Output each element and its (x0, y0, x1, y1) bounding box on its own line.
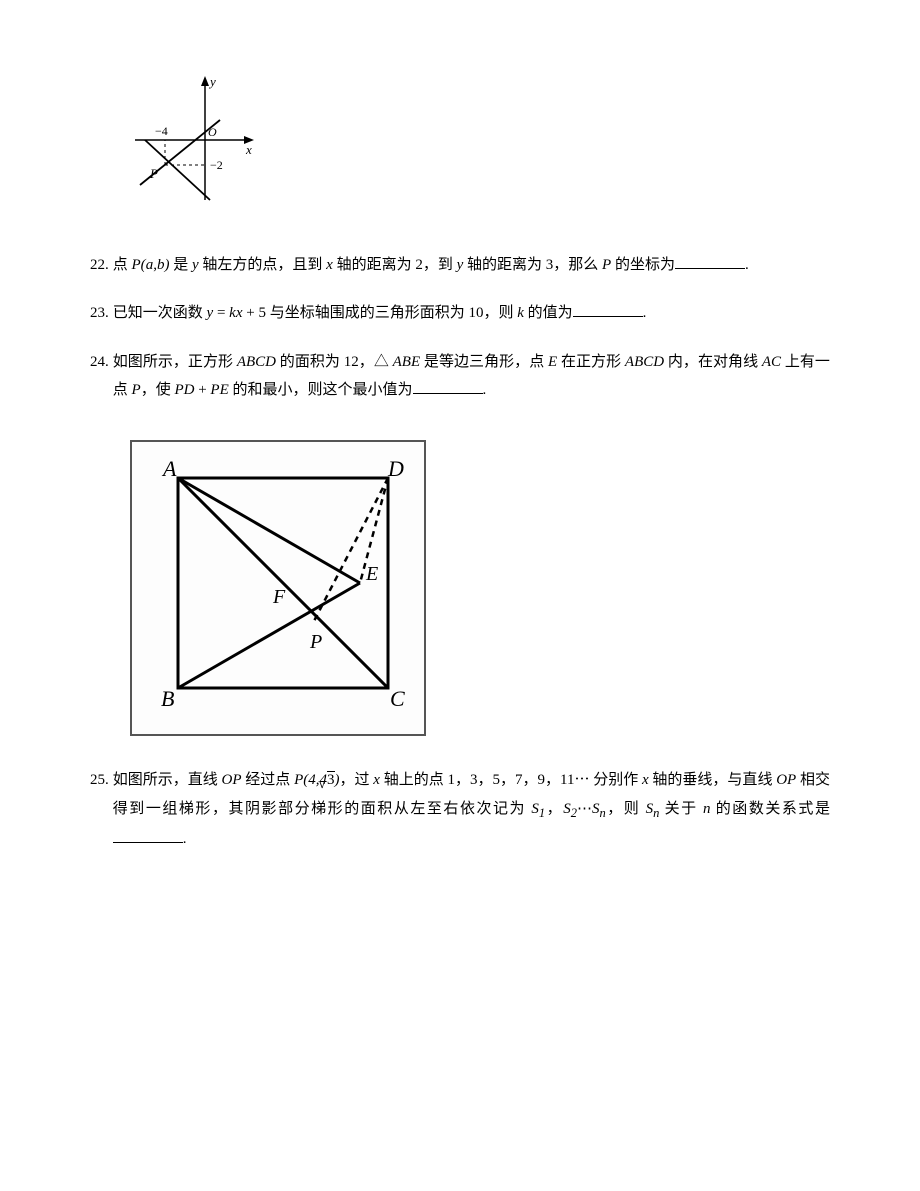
coord-graph: y x O −4 −2 P (110, 70, 260, 210)
blank-23 (573, 302, 643, 317)
blank-22 (675, 254, 745, 269)
problem-24-num: 24. (90, 348, 109, 405)
problem-25: 25. 如图所示，直线 OP 经过点 P(4,43√)，过 x 轴上的点 1，3… (90, 766, 830, 854)
blank-24 (413, 379, 483, 394)
problem-22: 22. 点 P(a,b) 是 y 轴左方的点，且到 x 轴的距离为 2，到 y … (90, 251, 830, 280)
problem-22-num: 22. (90, 251, 109, 280)
label-A: A (161, 456, 177, 481)
y-axis-label: y (208, 74, 216, 89)
problem-24: 24. 如图所示，正方形 ABCD 的面积为 12，△ ABE 是等边三角形，点… (90, 348, 830, 405)
blank-25 (113, 828, 183, 843)
figure-24: A D B C E F P (130, 440, 426, 737)
label-F: F (272, 586, 286, 608)
figure-21: y x O −4 −2 P (110, 70, 830, 221)
label-P: P (309, 631, 322, 653)
label-E: E (365, 563, 378, 585)
problem-25-text: 如图所示，直线 OP 经过点 P(4,43√)，过 x 轴上的点 1，3，5，7… (113, 766, 830, 854)
tick-neg2: −2 (210, 158, 223, 172)
problem-25-num: 25. (90, 766, 109, 854)
label-C: C (390, 686, 405, 711)
x-axis-label: x (245, 142, 252, 157)
problem-23-num: 23. (90, 299, 109, 328)
point-p-label: P (149, 166, 158, 181)
label-D: D (387, 456, 404, 481)
tick-neg4: −4 (155, 124, 168, 138)
problem-23: 23. 已知一次函数 y = kx + 5 与坐标轴围成的三角形面积为 10，则… (90, 299, 830, 328)
problem-23-text: 已知一次函数 y = kx + 5 与坐标轴围成的三角形面积为 10，则 k 的… (113, 299, 830, 328)
problem-24-text: 如图所示，正方形 ABCD 的面积为 12，△ ABE 是等边三角形，点 E 在… (113, 348, 830, 405)
square-diagram: A D B C E F P (138, 448, 418, 718)
label-B: B (161, 686, 174, 711)
problem-22-text: 点 P(a,b) 是 y 轴左方的点，且到 x 轴的距离为 2，到 y 轴的距离… (113, 251, 830, 280)
